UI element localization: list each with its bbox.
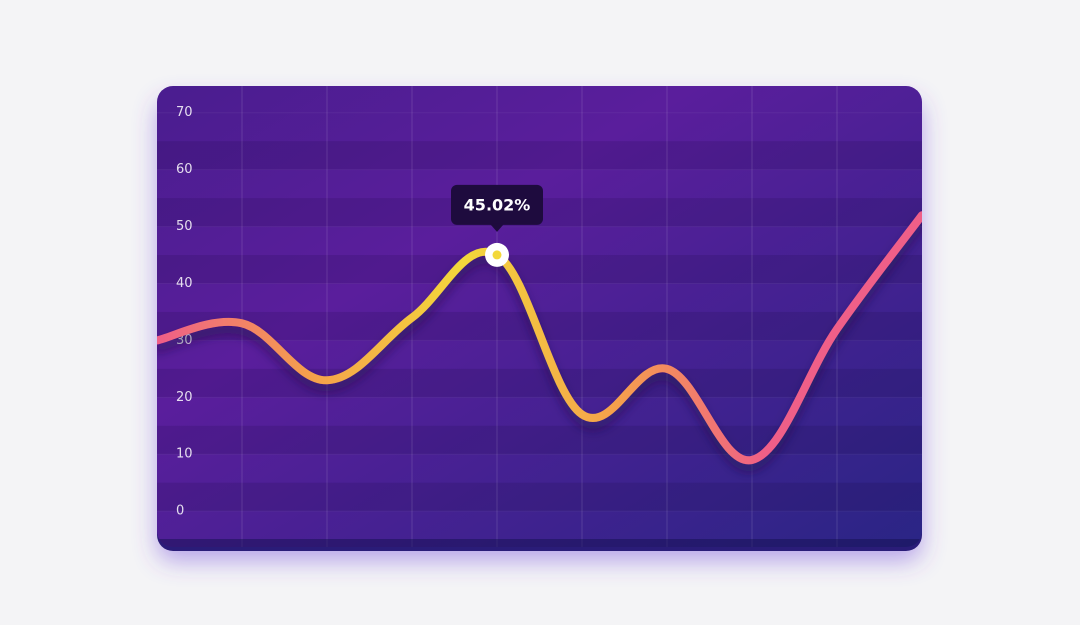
tooltip-label: 45.02% — [464, 195, 531, 214]
y-tick-label: 20 — [176, 390, 193, 405]
y-tick-label: 0 — [176, 504, 184, 519]
data-line — [157, 211, 922, 464]
y-tick-label: 60 — [176, 162, 193, 177]
grid-band — [157, 255, 922, 284]
y-tick-label: 70 — [176, 105, 193, 120]
y-tick-label: 50 — [176, 219, 193, 234]
y-tick-label: 40 — [176, 276, 193, 291]
grid-band — [157, 425, 922, 455]
highlight-point-center — [492, 250, 502, 260]
tooltip-pointer — [490, 223, 504, 232]
grid-band — [157, 141, 922, 170]
bottom-strip — [157, 539, 922, 547]
tooltip — [451, 184, 543, 225]
grid-band — [157, 482, 922, 512]
card — [157, 86, 922, 547]
grid-band — [157, 368, 922, 398]
y-tick-label: 10 — [176, 447, 193, 462]
